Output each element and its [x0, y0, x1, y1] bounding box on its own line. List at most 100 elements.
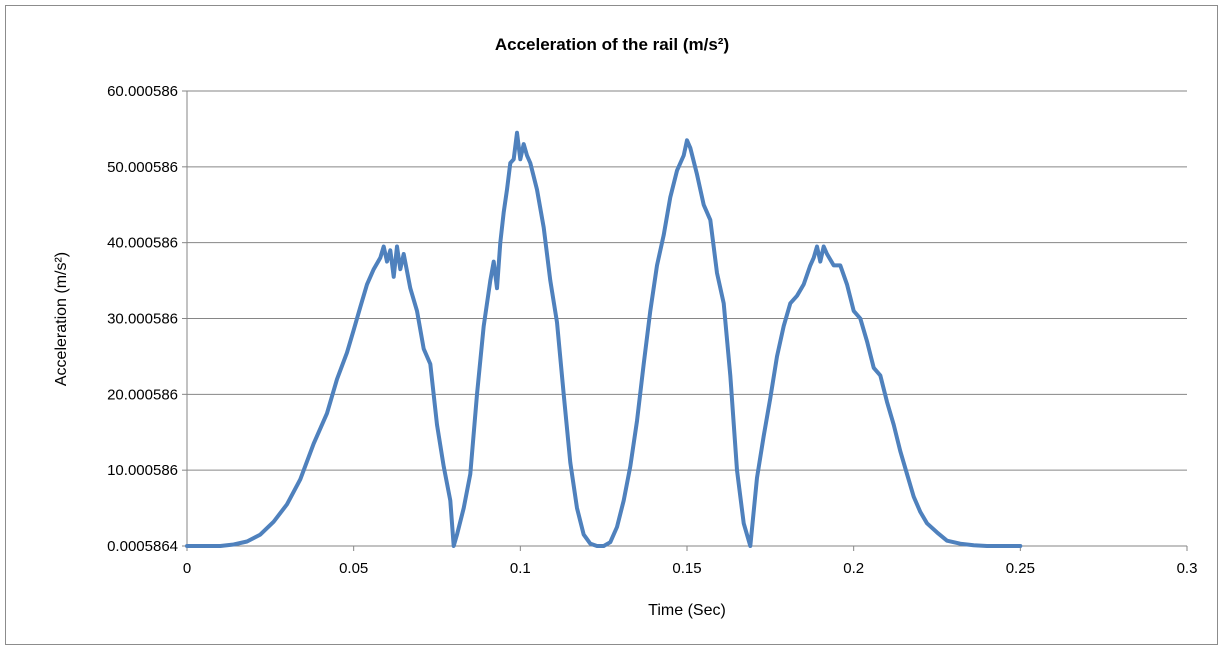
- data-point: [702, 203, 706, 207]
- data-point: [562, 392, 566, 396]
- y-tick-label: 20.000586: [107, 386, 178, 403]
- data-point: [435, 423, 439, 427]
- data-point: [935, 530, 939, 534]
- data-point: [388, 248, 392, 252]
- data-point: [602, 544, 606, 548]
- data-point: [808, 263, 812, 267]
- data-point: [685, 138, 689, 142]
- data-point: [218, 544, 222, 548]
- data-point: [498, 241, 502, 245]
- data-point: [455, 533, 459, 537]
- data-point: [492, 260, 496, 264]
- data-point: [655, 263, 659, 267]
- data-point: [795, 294, 799, 298]
- series-line: [185, 130, 1023, 548]
- data-point: [312, 442, 316, 446]
- data-point: [762, 434, 766, 438]
- data-point: [852, 309, 856, 313]
- data-point: [905, 472, 909, 476]
- data-point: [358, 305, 362, 309]
- data-point: [788, 301, 792, 305]
- data-point: [535, 188, 539, 192]
- x-tick-label: 0: [183, 560, 191, 577]
- data-point: [682, 153, 686, 157]
- data-point: [958, 542, 962, 546]
- data-point: [615, 525, 619, 529]
- data-point: [885, 400, 889, 404]
- data-point: [428, 362, 432, 366]
- data-point: [372, 267, 376, 271]
- data-point: [768, 396, 772, 400]
- y-tick-labels: 0.0005864 10.000586 20.000586 30.000586 40.0…: [107, 83, 178, 555]
- data-point: [202, 544, 206, 548]
- data-point: [608, 540, 612, 544]
- data-point: [588, 542, 592, 546]
- data-point: [258, 533, 262, 537]
- data-point: [402, 252, 406, 256]
- data-point: [522, 142, 526, 146]
- data-point: [755, 476, 759, 480]
- data-point: [508, 161, 512, 165]
- data-point: [285, 502, 289, 506]
- x-axis-label: Time (Sec): [648, 602, 726, 619]
- data-point: [345, 351, 349, 355]
- data-point: [748, 544, 752, 548]
- y-tick-label: 40.000586: [107, 235, 178, 252]
- data-point: [462, 506, 466, 510]
- axis-layer: [182, 90, 1188, 551]
- data-point: [742, 521, 746, 525]
- data-point: [925, 521, 929, 525]
- data-point: [352, 328, 356, 332]
- data-point: [395, 244, 399, 248]
- data-point: [688, 146, 692, 150]
- data-point: [325, 411, 329, 415]
- data-point: [512, 157, 516, 161]
- x-tick-label: 0.25: [1006, 560, 1035, 577]
- data-point: [185, 544, 189, 548]
- y-tick-label: 50.000586: [107, 159, 178, 176]
- data-point: [415, 309, 419, 313]
- data-point: [515, 131, 519, 135]
- data-point: [838, 263, 842, 267]
- data-point: [845, 282, 849, 286]
- data-point: [825, 252, 829, 256]
- data-point: [528, 161, 532, 165]
- data-point: [482, 324, 486, 328]
- y-tick-label: 30.000586: [107, 311, 178, 328]
- grid-layer: [187, 90, 1187, 471]
- x-tick-label: 0.1: [510, 560, 531, 577]
- data-point: [622, 499, 626, 503]
- data-point: [728, 373, 732, 377]
- chart-title: Acceleration of the rail (m/s²): [495, 35, 729, 54]
- data-point: [335, 377, 339, 381]
- y-tick-label: 0.0005864: [107, 538, 178, 555]
- data-point: [775, 354, 779, 358]
- data-point: [392, 275, 396, 279]
- data-point: [575, 506, 579, 510]
- data-point: [495, 286, 499, 290]
- data-point: [1018, 544, 1022, 548]
- data-point: [548, 279, 552, 283]
- data-point: [378, 256, 382, 260]
- data-point: [878, 373, 882, 377]
- data-point: [582, 533, 586, 537]
- x-tick-label: 0.2: [843, 560, 864, 577]
- data-point: [468, 472, 472, 476]
- data-point: [858, 317, 862, 321]
- x-tick-label: 0.3: [1177, 560, 1198, 577]
- data-point: [715, 271, 719, 275]
- y-tick-label: 60.000586: [107, 83, 178, 100]
- data-point: [385, 260, 389, 264]
- data-point: [518, 157, 522, 161]
- data-point: [452, 544, 456, 548]
- data-point: [542, 226, 546, 230]
- data-point: [782, 324, 786, 328]
- data-point: [505, 188, 509, 192]
- data-point: [822, 244, 826, 248]
- data-point: [832, 263, 836, 267]
- data-point: [272, 520, 276, 524]
- data-point: [488, 279, 492, 283]
- x-tick-label: 0.05: [339, 560, 368, 577]
- data-point: [595, 544, 599, 548]
